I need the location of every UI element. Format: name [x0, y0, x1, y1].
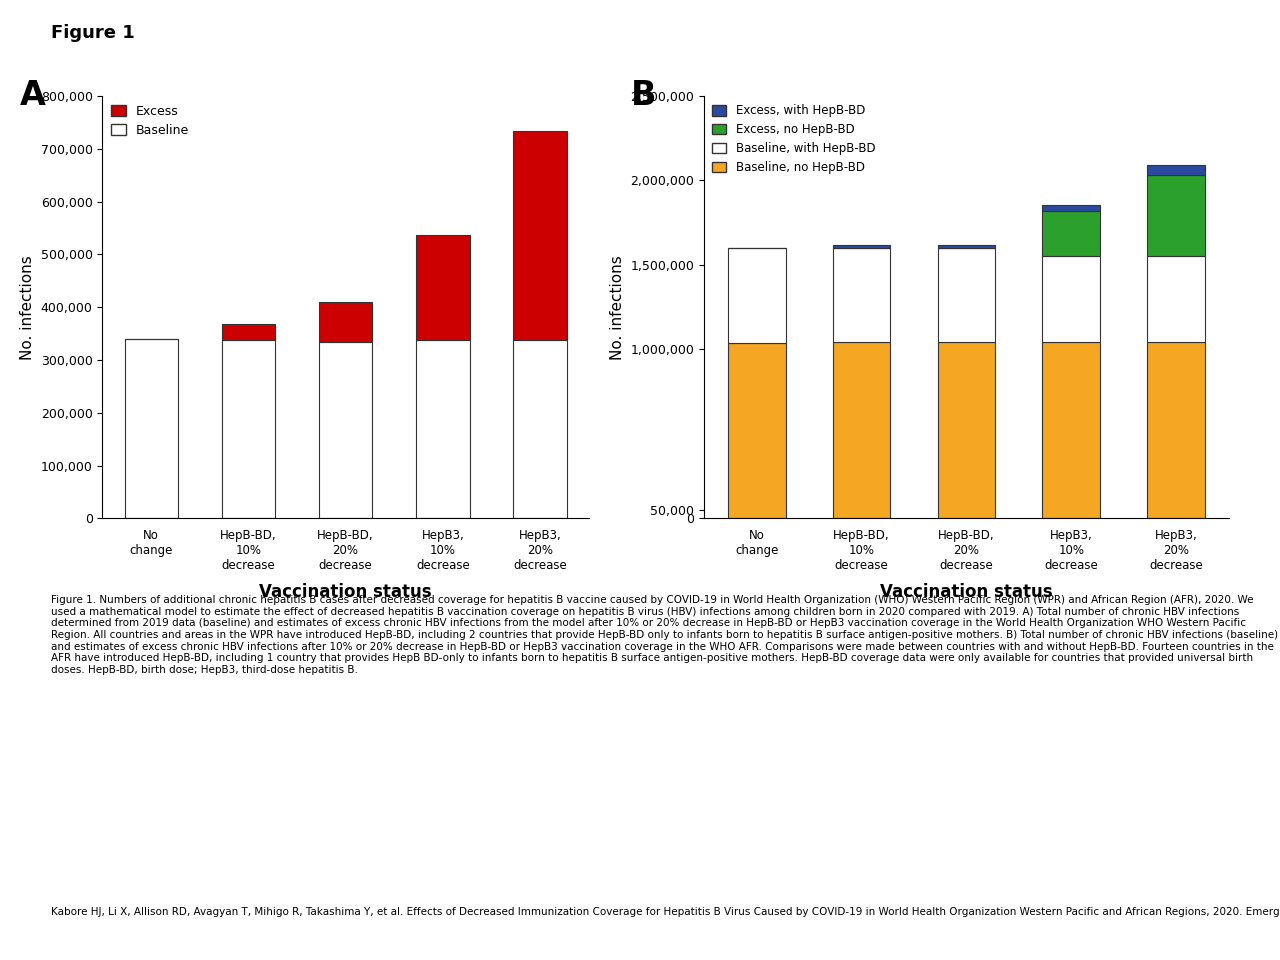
X-axis label: Vaccination status: Vaccination status	[260, 583, 431, 601]
Bar	[416, 341, 470, 518]
Text: Figure 1. Numbers of additional chronic hepatitis B cases after decreased covera: Figure 1. Numbers of additional chronic …	[51, 595, 1279, 675]
Bar	[513, 341, 567, 518]
Bar	[1147, 175, 1204, 256]
Bar	[1042, 343, 1100, 518]
Bar	[833, 248, 891, 342]
Bar	[1147, 165, 1204, 175]
Bar	[833, 245, 891, 248]
Bar	[1147, 343, 1204, 518]
Bar	[319, 301, 372, 342]
Bar	[1042, 256, 1100, 343]
Bar	[221, 341, 275, 518]
Bar	[937, 245, 996, 248]
Bar	[513, 131, 567, 341]
Y-axis label: No. infections: No. infections	[20, 254, 35, 360]
Text: Figure 1: Figure 1	[51, 24, 134, 42]
Text: B: B	[631, 79, 657, 112]
Bar	[1042, 205, 1100, 210]
Bar	[728, 248, 786, 343]
Y-axis label: No. infections: No. infections	[609, 254, 625, 360]
Text: Kabore HJ, Li X, Allison RD, Avagyan T, Mihigo R, Takashima Y, et al. Effects of: Kabore HJ, Li X, Allison RD, Avagyan T, …	[51, 907, 1280, 917]
Bar	[319, 342, 372, 518]
Bar	[937, 248, 996, 343]
Bar	[416, 235, 470, 341]
Bar	[833, 342, 891, 518]
Bar	[1042, 210, 1100, 256]
Bar	[937, 343, 996, 518]
Bar	[221, 324, 275, 341]
Bar	[728, 343, 786, 518]
Legend: Excess, Baseline: Excess, Baseline	[106, 100, 195, 142]
X-axis label: Vaccination status: Vaccination status	[881, 583, 1052, 601]
Text: A: A	[19, 79, 46, 112]
Bar	[1147, 256, 1204, 343]
Legend: Excess, with HepB-BD, Excess, no HepB-BD, Baseline, with HepB-BD, Baseline, no H: Excess, with HepB-BD, Excess, no HepB-BD…	[708, 100, 881, 179]
Bar	[124, 339, 178, 518]
